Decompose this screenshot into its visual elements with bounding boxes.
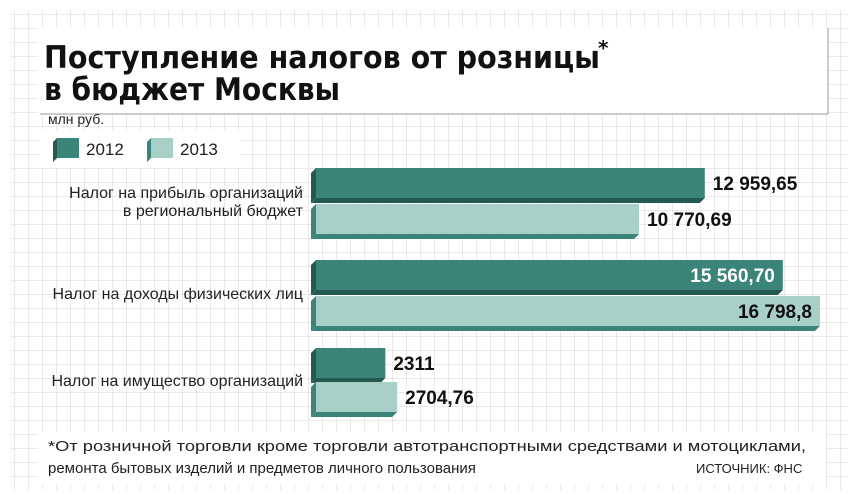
data-label-2012-2: 2311: [393, 354, 435, 375]
bar-2012-0: [316, 168, 705, 198]
category-label-2-line0: Налог на имущество организаций: [51, 373, 303, 390]
legend-swatch-2012: [57, 138, 79, 158]
bar-bottom-2012-1: [311, 290, 783, 295]
source-label: ИСТОЧНИК: ФНС: [696, 461, 802, 476]
footnote-line1: *От розничной торговли кроме торговли ав…: [48, 438, 806, 455]
bar-side-2013-2: [311, 382, 316, 417]
bar-side-2012-0: [311, 168, 316, 203]
bar-bottom-2012-2: [311, 378, 386, 383]
bar-2012-1: [316, 260, 783, 290]
legend-item-2012: 2012: [53, 138, 124, 162]
title-panel: [38, 28, 828, 114]
bar-bottom-2013-2: [311, 412, 398, 417]
legend-item-2013: 2013: [147, 138, 218, 162]
bar-side-2012-1: [311, 260, 316, 295]
data-label-2013-1: 16 798,8: [738, 302, 812, 323]
category-label-0-line1: в региональный бюджет: [123, 203, 304, 220]
category-label-0-line0: Налог на прибыль организаций: [69, 185, 303, 202]
bar-bottom-2013-1: [311, 326, 820, 331]
chart-title-mark: *: [598, 36, 609, 60]
legend-label-2012: 2012: [86, 140, 124, 159]
data-label-2012-1: 15 560,70: [690, 266, 775, 287]
chart-title-line1: Поступление налогов от розницы: [44, 40, 600, 76]
category-group-1: Налог на доходы физических лиц 15 560,70 1…: [53, 260, 820, 331]
footnote-panel: [38, 432, 826, 484]
data-label-2013-2: 2704,76: [405, 388, 474, 409]
data-label-2012-0: 12 959,65: [713, 174, 798, 195]
data-label-2013-0: 10 770,69: [647, 210, 732, 231]
footnote-line2: ремонта бытовых изделий и предметов личн…: [48, 460, 476, 477]
legend-swatch-2013-side: [147, 138, 151, 162]
category-group-2: Налог на имущество организаций 2311 2704,7…: [51, 348, 474, 417]
bar-side-2013-1: [311, 296, 316, 331]
bar-side-2013-0: [311, 204, 316, 239]
bar-2013-2: [316, 382, 398, 412]
bar-bottom-2012-0: [311, 198, 705, 203]
legend-swatch-2012-side: [53, 138, 57, 162]
legend-swatch-2013: [151, 138, 173, 158]
bar-bottom-2013-0: [311, 234, 640, 239]
bar-side-2012-2: [311, 348, 316, 383]
category-label-1-line0: Налог на доходы физических лиц: [53, 286, 303, 303]
bar-2013-0: [316, 204, 640, 234]
unit-label: млн руб.: [48, 111, 104, 127]
legend: 2012 2013: [40, 130, 240, 168]
bar-2013-1: [316, 296, 820, 326]
chart-title-line2: в бюджет Москвы: [44, 72, 340, 108]
bar-2012-2: [316, 348, 386, 378]
legend-label-2013: 2013: [180, 140, 218, 159]
